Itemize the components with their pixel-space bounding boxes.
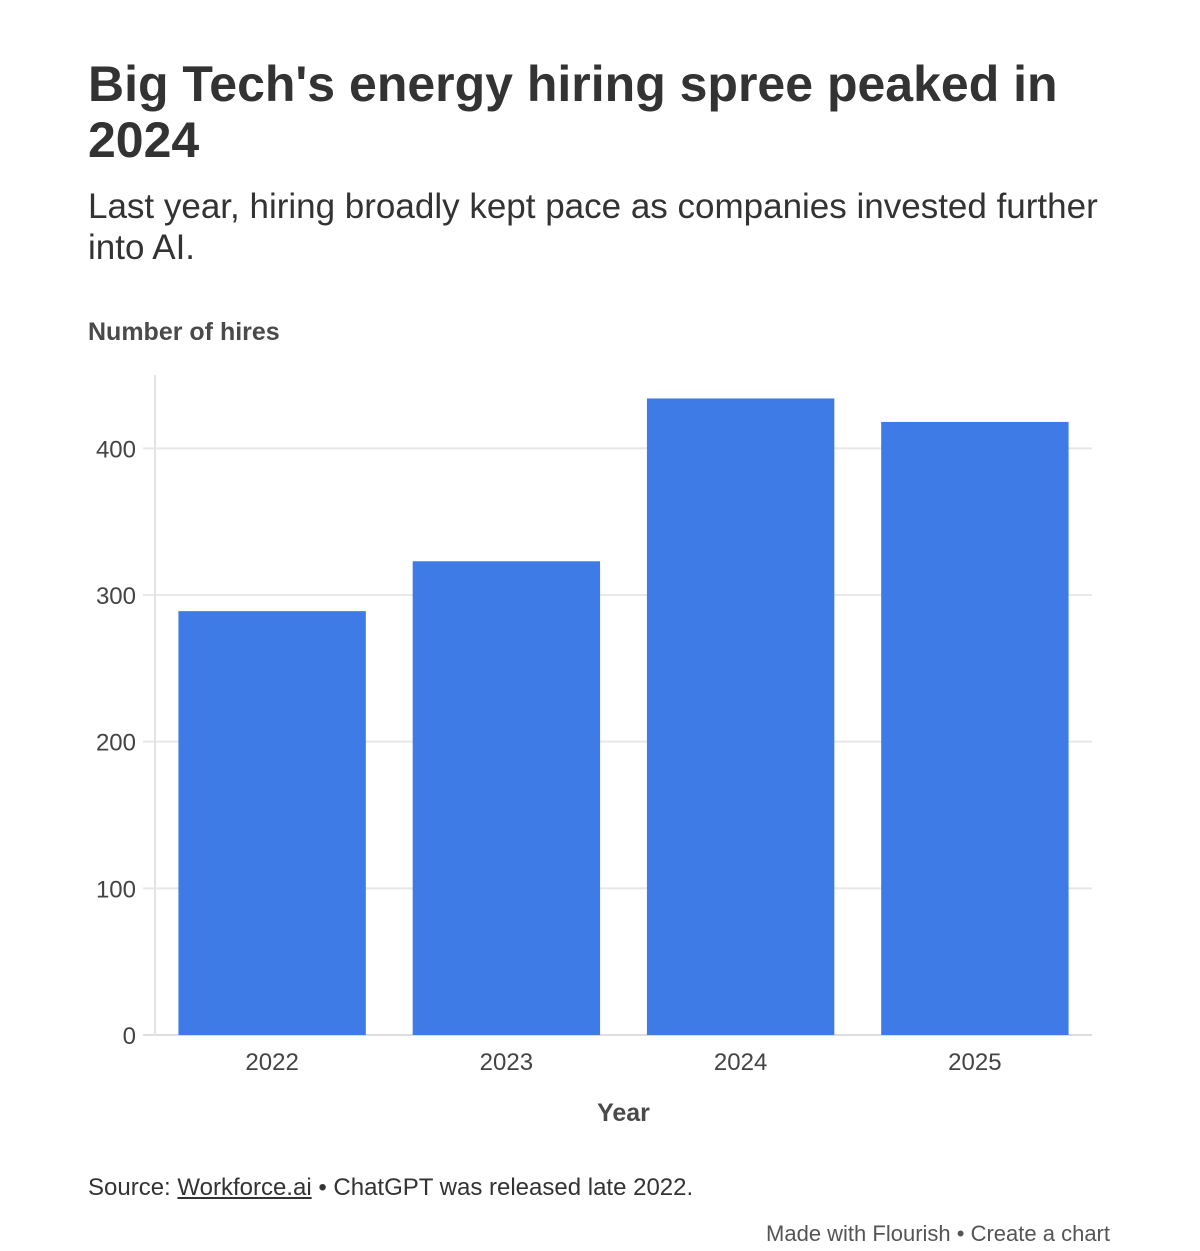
x-tick-label: 2023 [480,1049,533,1076]
source-link[interactable]: Workforce.ai [177,1174,312,1201]
source-note: Source: Workforce.ai • ChatGPT was relea… [88,1174,693,1202]
bar-2025 [881,421,1069,1035]
source-note-text: • ChatGPT was released late 2022. [311,1174,694,1201]
x-axis-title: Year [597,1099,650,1127]
y-tick-label: 100 [96,876,136,903]
y-tick-label: 400 [96,436,136,463]
bar-2023 [412,561,601,1035]
bar-2024 [646,398,835,1035]
x-tick-label: 2022 [245,1049,298,1076]
x-tick-label: 2024 [714,1049,767,1076]
chart-subtitle: Last year, hiring broadly kept pace as c… [88,187,1098,267]
chart-title: Big Tech's energy hiring spree peaked in… [88,56,1058,168]
create-chart-link[interactable]: Create a chart [970,1221,1110,1246]
x-tick-label: 2025 [948,1049,1001,1076]
made-with-flourish-link[interactable]: Made with Flourish [766,1221,951,1246]
y-axis-title: Number of hires [88,318,280,346]
flourish-credit: Made with Flourish • Create a chart [766,1221,1110,1247]
source-prefix: Source: [88,1174,178,1201]
bar-chart: 0 100 200 300 400 2022 2023 2024 2025 Year [96,375,1092,1127]
y-tick-label: 200 [96,730,136,757]
bar-2022 [178,611,366,1035]
credit-separator: • [950,1221,971,1246]
y-tick-label: 300 [96,583,136,610]
y-tick-label: 0 [123,1023,136,1050]
